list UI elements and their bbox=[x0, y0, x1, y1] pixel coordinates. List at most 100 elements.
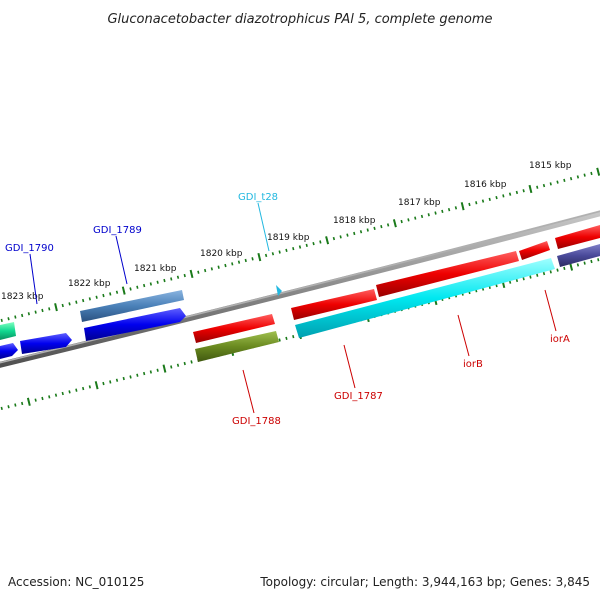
minor-tick bbox=[346, 233, 349, 237]
minor-tick bbox=[556, 268, 559, 272]
major-tick bbox=[392, 219, 397, 228]
tick-label-1818: 1818 kbp bbox=[333, 216, 376, 226]
major-tick bbox=[162, 364, 167, 373]
minor-tick bbox=[149, 282, 152, 286]
minor-tick bbox=[264, 253, 268, 258]
major-tick bbox=[325, 236, 330, 245]
minor-tick bbox=[197, 270, 200, 274]
minor-tick bbox=[576, 263, 580, 267]
minor-tick bbox=[454, 206, 458, 210]
minor-tick bbox=[102, 293, 105, 298]
gene-leader-lines bbox=[29, 202, 557, 414]
minor-tick bbox=[143, 371, 146, 376]
feature-gdi-1790-blue-arrow-1 bbox=[0, 343, 18, 359]
minor-tick bbox=[549, 270, 552, 274]
minor-tick bbox=[34, 310, 37, 314]
map-title: Gluconacetobacter diazotrophicus PAl 5, … bbox=[107, 12, 492, 27]
minor-tick bbox=[129, 287, 132, 291]
minor-tick bbox=[515, 278, 519, 283]
minor-tick bbox=[217, 265, 220, 269]
minor-tick bbox=[14, 315, 17, 319]
minor-tick bbox=[285, 336, 288, 340]
minor-tick bbox=[312, 242, 315, 246]
minor-tick bbox=[353, 231, 356, 236]
minor-tick bbox=[292, 335, 295, 339]
major-tick bbox=[26, 397, 31, 406]
minor-tick bbox=[563, 178, 566, 182]
minor-tick bbox=[34, 398, 37, 402]
minor-tick bbox=[156, 280, 159, 284]
tick-label-1817: 1817 kbp bbox=[398, 198, 441, 208]
feature-gdi-1790-blue-arrow-2 bbox=[20, 333, 72, 354]
feature-gdi-1788-olive bbox=[195, 331, 279, 362]
minor-tick bbox=[569, 176, 573, 181]
minor-tick bbox=[143, 283, 146, 288]
major-tick bbox=[54, 303, 58, 312]
feature-gdi-t28-marker bbox=[276, 285, 282, 296]
minor-tick bbox=[61, 303, 64, 308]
minor-tick bbox=[529, 275, 532, 279]
minor-tick bbox=[156, 368, 159, 372]
minor-tick bbox=[75, 388, 78, 392]
minor-tick bbox=[176, 363, 180, 367]
tick-label-1822: 1822 kbp bbox=[68, 279, 111, 289]
minor-tick bbox=[583, 173, 586, 177]
minor-tick bbox=[0, 406, 3, 410]
minor-tick bbox=[109, 292, 112, 296]
minor-tick bbox=[204, 268, 207, 273]
gene-label-gdi-1788: GDI_1788 bbox=[232, 416, 281, 427]
minor-tick bbox=[278, 338, 281, 342]
minor-tick bbox=[468, 202, 471, 207]
minor-tick bbox=[231, 262, 234, 266]
minor-tick bbox=[536, 273, 539, 277]
minor-tick bbox=[536, 185, 539, 189]
minor-tick bbox=[441, 209, 444, 213]
minor-tick bbox=[305, 243, 308, 247]
gene-label-ior-b: iorB bbox=[463, 359, 483, 370]
leader-gdi-1787 bbox=[343, 344, 356, 389]
minor-tick bbox=[542, 271, 546, 276]
minor-tick bbox=[515, 190, 519, 195]
gene-label-gdi-t28: GDI_t28 bbox=[238, 192, 278, 203]
minor-tick bbox=[359, 230, 363, 234]
minor-tick bbox=[224, 263, 227, 268]
feature-ior-a-purple bbox=[557, 244, 600, 267]
minor-tick bbox=[48, 395, 51, 399]
minor-tick bbox=[522, 277, 525, 281]
topology-text: Topology: circular; Length: 3,944,163 bp… bbox=[259, 575, 590, 589]
minor-tick bbox=[576, 175, 580, 179]
minor-tick bbox=[210, 267, 213, 271]
minor-tick bbox=[88, 385, 91, 389]
gene-label-gdi-1790: GDI_1790 bbox=[5, 243, 54, 254]
minor-tick bbox=[285, 248, 288, 252]
minor-tick bbox=[82, 386, 85, 391]
minor-tick bbox=[481, 199, 485, 203]
major-tick bbox=[189, 269, 194, 279]
minor-tick bbox=[75, 300, 78, 304]
minor-tick bbox=[136, 285, 139, 289]
minor-tick bbox=[115, 378, 119, 382]
minor-tick bbox=[495, 196, 498, 200]
minor-tick bbox=[21, 401, 24, 406]
minor-tick bbox=[149, 370, 152, 374]
minor-tick bbox=[7, 405, 10, 409]
minor-tick bbox=[502, 194, 505, 198]
minor-tick bbox=[68, 302, 71, 306]
minor-tick bbox=[590, 171, 593, 176]
minor-tick bbox=[407, 218, 410, 222]
minor-tick bbox=[88, 297, 91, 301]
minor-tick bbox=[95, 295, 98, 299]
major-tick bbox=[121, 286, 126, 295]
minor-tick bbox=[170, 365, 173, 369]
minor-tick bbox=[190, 360, 193, 364]
minor-tick bbox=[549, 182, 552, 186]
minor-tick bbox=[508, 280, 512, 284]
leader-gdi-1789 bbox=[115, 235, 128, 285]
minor-tick bbox=[109, 380, 112, 384]
outer-tick-track bbox=[0, 167, 600, 322]
feature-gdi-1788-red bbox=[193, 314, 275, 343]
minor-tick bbox=[434, 211, 437, 215]
leader-gdi-t28 bbox=[257, 202, 270, 252]
minor-tick bbox=[400, 219, 403, 224]
